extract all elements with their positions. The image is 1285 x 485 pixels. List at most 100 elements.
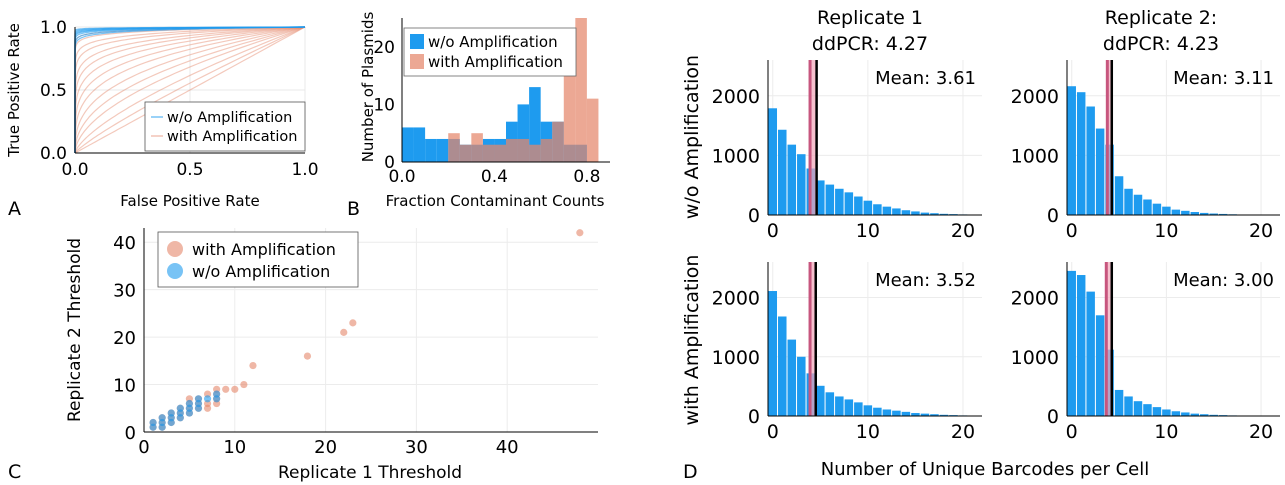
roc-curve-with-amplification	[74, 26, 306, 153]
scatter-point-wo-amplification	[167, 418, 175, 427]
histogram-bar-wo-amplification	[413, 127, 426, 162]
panel-letter-b: B	[347, 198, 360, 220]
y-tick-label: 40	[113, 233, 136, 254]
histogram-bar	[892, 410, 901, 416]
scatter-point-with-amplification	[303, 352, 312, 360]
histogram-bar	[920, 212, 930, 215]
legend-label: with Amplification	[167, 129, 297, 145]
y-tick-label: 10	[113, 376, 136, 397]
panel-letter-d: D	[683, 461, 698, 483]
legend-swatch	[167, 263, 183, 279]
histogram-bar	[1076, 275, 1086, 416]
roc-curve-with-amplification	[74, 26, 306, 154]
histogram-bar	[835, 396, 844, 416]
histogram-bar	[1124, 188, 1133, 215]
histogram-bar	[911, 211, 920, 215]
histogram-bar	[882, 409, 892, 416]
legend-box	[144, 101, 306, 152]
x-axis-label: Replicate 1 Threshold	[278, 463, 462, 483]
histogram-bar	[778, 316, 787, 416]
histogram-bar-with-amplification	[575, 18, 587, 162]
x-tick-label: 0.8	[573, 167, 600, 187]
x-tick-label: 0	[767, 421, 779, 443]
panel-d-histogram-grid: Replicate 1 ddPCR: 4.27 Replicate 2: ddPCR:…	[681, 7, 1280, 480]
scatter-point-wo-amplification	[203, 395, 212, 403]
x-tick-label: 30	[405, 437, 428, 458]
histogram-bar	[797, 356, 806, 416]
histogram-bar-with-amplification	[471, 133, 483, 162]
roc-curve-with-amplification	[74, 26, 306, 153]
scatter-point-wo-amplification	[158, 423, 166, 431]
histogram-bar	[1200, 414, 1209, 416]
histogram-bar	[863, 200, 873, 215]
histogram-bar	[882, 206, 892, 215]
x-tick-label: 10	[856, 421, 880, 443]
roc-curve-with-amplification	[74, 26, 306, 153]
x-tick-label: 0.4	[481, 167, 508, 187]
scatter-point-wo-amplification	[185, 399, 193, 408]
x-tick-label: 20	[951, 421, 975, 443]
mean-label: Mean: 3.11	[1173, 68, 1274, 89]
scatter-point-with-amplification	[349, 319, 357, 327]
panel-b-histogram: 0 10 20 0.0 0.4 0.8 w/o Amplification with Ampl…	[359, 12, 610, 210]
x-axis-label: False Positive Rate	[120, 192, 259, 210]
legend-label: w/o Amplification	[167, 110, 292, 126]
histogram-bar	[892, 208, 901, 215]
roc-curve-with-amplification	[74, 26, 306, 153]
x-tick-label: 20	[951, 220, 975, 242]
y-tick-label: 0.5	[40, 81, 67, 101]
histogram-bar	[854, 402, 863, 416]
x-axis-label: Number of Unique Barcodes per Cell	[821, 459, 1149, 480]
mean-label: Mean: 3.52	[875, 270, 976, 291]
legend-box	[157, 231, 359, 288]
histogram-bar	[1133, 401, 1143, 416]
interval-band	[810, 60, 817, 215]
histogram-bar	[939, 213, 949, 215]
roc-curve-with-amplification	[74, 26, 306, 153]
interval-band	[810, 262, 816, 416]
interval-band	[1107, 60, 1112, 215]
histogram-bar	[778, 129, 787, 215]
histogram-bar-with-amplification	[459, 144, 472, 162]
histogram-bar-with-amplification	[563, 58, 576, 162]
histogram-bar	[844, 399, 854, 416]
histogram-bar-with-amplification	[494, 144, 506, 162]
histogram-bar	[1152, 407, 1162, 416]
histogram-bar	[930, 213, 939, 215]
histogram-bar-wo-amplification	[436, 138, 449, 162]
histogram-bar	[1162, 206, 1171, 215]
histogram-bar-with-amplification	[482, 144, 495, 162]
column-title: ddPCR: 4.27	[812, 33, 928, 55]
y-tick-label: 1.0	[40, 18, 67, 38]
y-tick-label: 2000	[1011, 86, 1059, 108]
histogram-bar	[797, 154, 806, 215]
histogram-bar	[1114, 176, 1124, 215]
x-tick-label: 0.0	[61, 160, 88, 180]
x-tick-label: 0.5	[176, 160, 203, 180]
histogram-bar	[854, 196, 863, 215]
histogram-bar-wo-amplification	[517, 104, 530, 162]
scatter-point-with-amplification	[249, 361, 257, 370]
column-title: Replicate 2:	[1105, 7, 1217, 29]
column-title: ddPCR: 4.23	[1103, 33, 1219, 55]
scatter-point-wo-amplification	[176, 414, 184, 422]
histogram-bar-with-amplification	[529, 144, 541, 162]
x-tick-label: 0	[138, 437, 149, 458]
y-axis-label: True Positive Rate	[5, 23, 23, 158]
histogram-bar-with-amplification	[506, 138, 518, 162]
x-tick-label: 0	[767, 220, 779, 242]
row-label: w/o Amplification	[681, 55, 703, 219]
histogram-bar	[930, 414, 939, 416]
histogram-bar-with-amplification	[540, 138, 553, 162]
histogram-bar	[1209, 414, 1218, 416]
x-tick-label: 10	[856, 220, 880, 242]
histogram-bar	[911, 413, 920, 416]
mean-label: Mean: 3.00	[1173, 270, 1274, 291]
y-axis-label: Replicate 2 Threshold	[65, 238, 85, 422]
roc-curve-with-amplification	[74, 26, 306, 153]
scatter-point-wo-amplification	[167, 409, 175, 417]
scatter-point-wo-amplification	[158, 414, 166, 422]
x-tick-label: 1.0	[291, 160, 318, 180]
histogram-bar	[1086, 291, 1095, 416]
